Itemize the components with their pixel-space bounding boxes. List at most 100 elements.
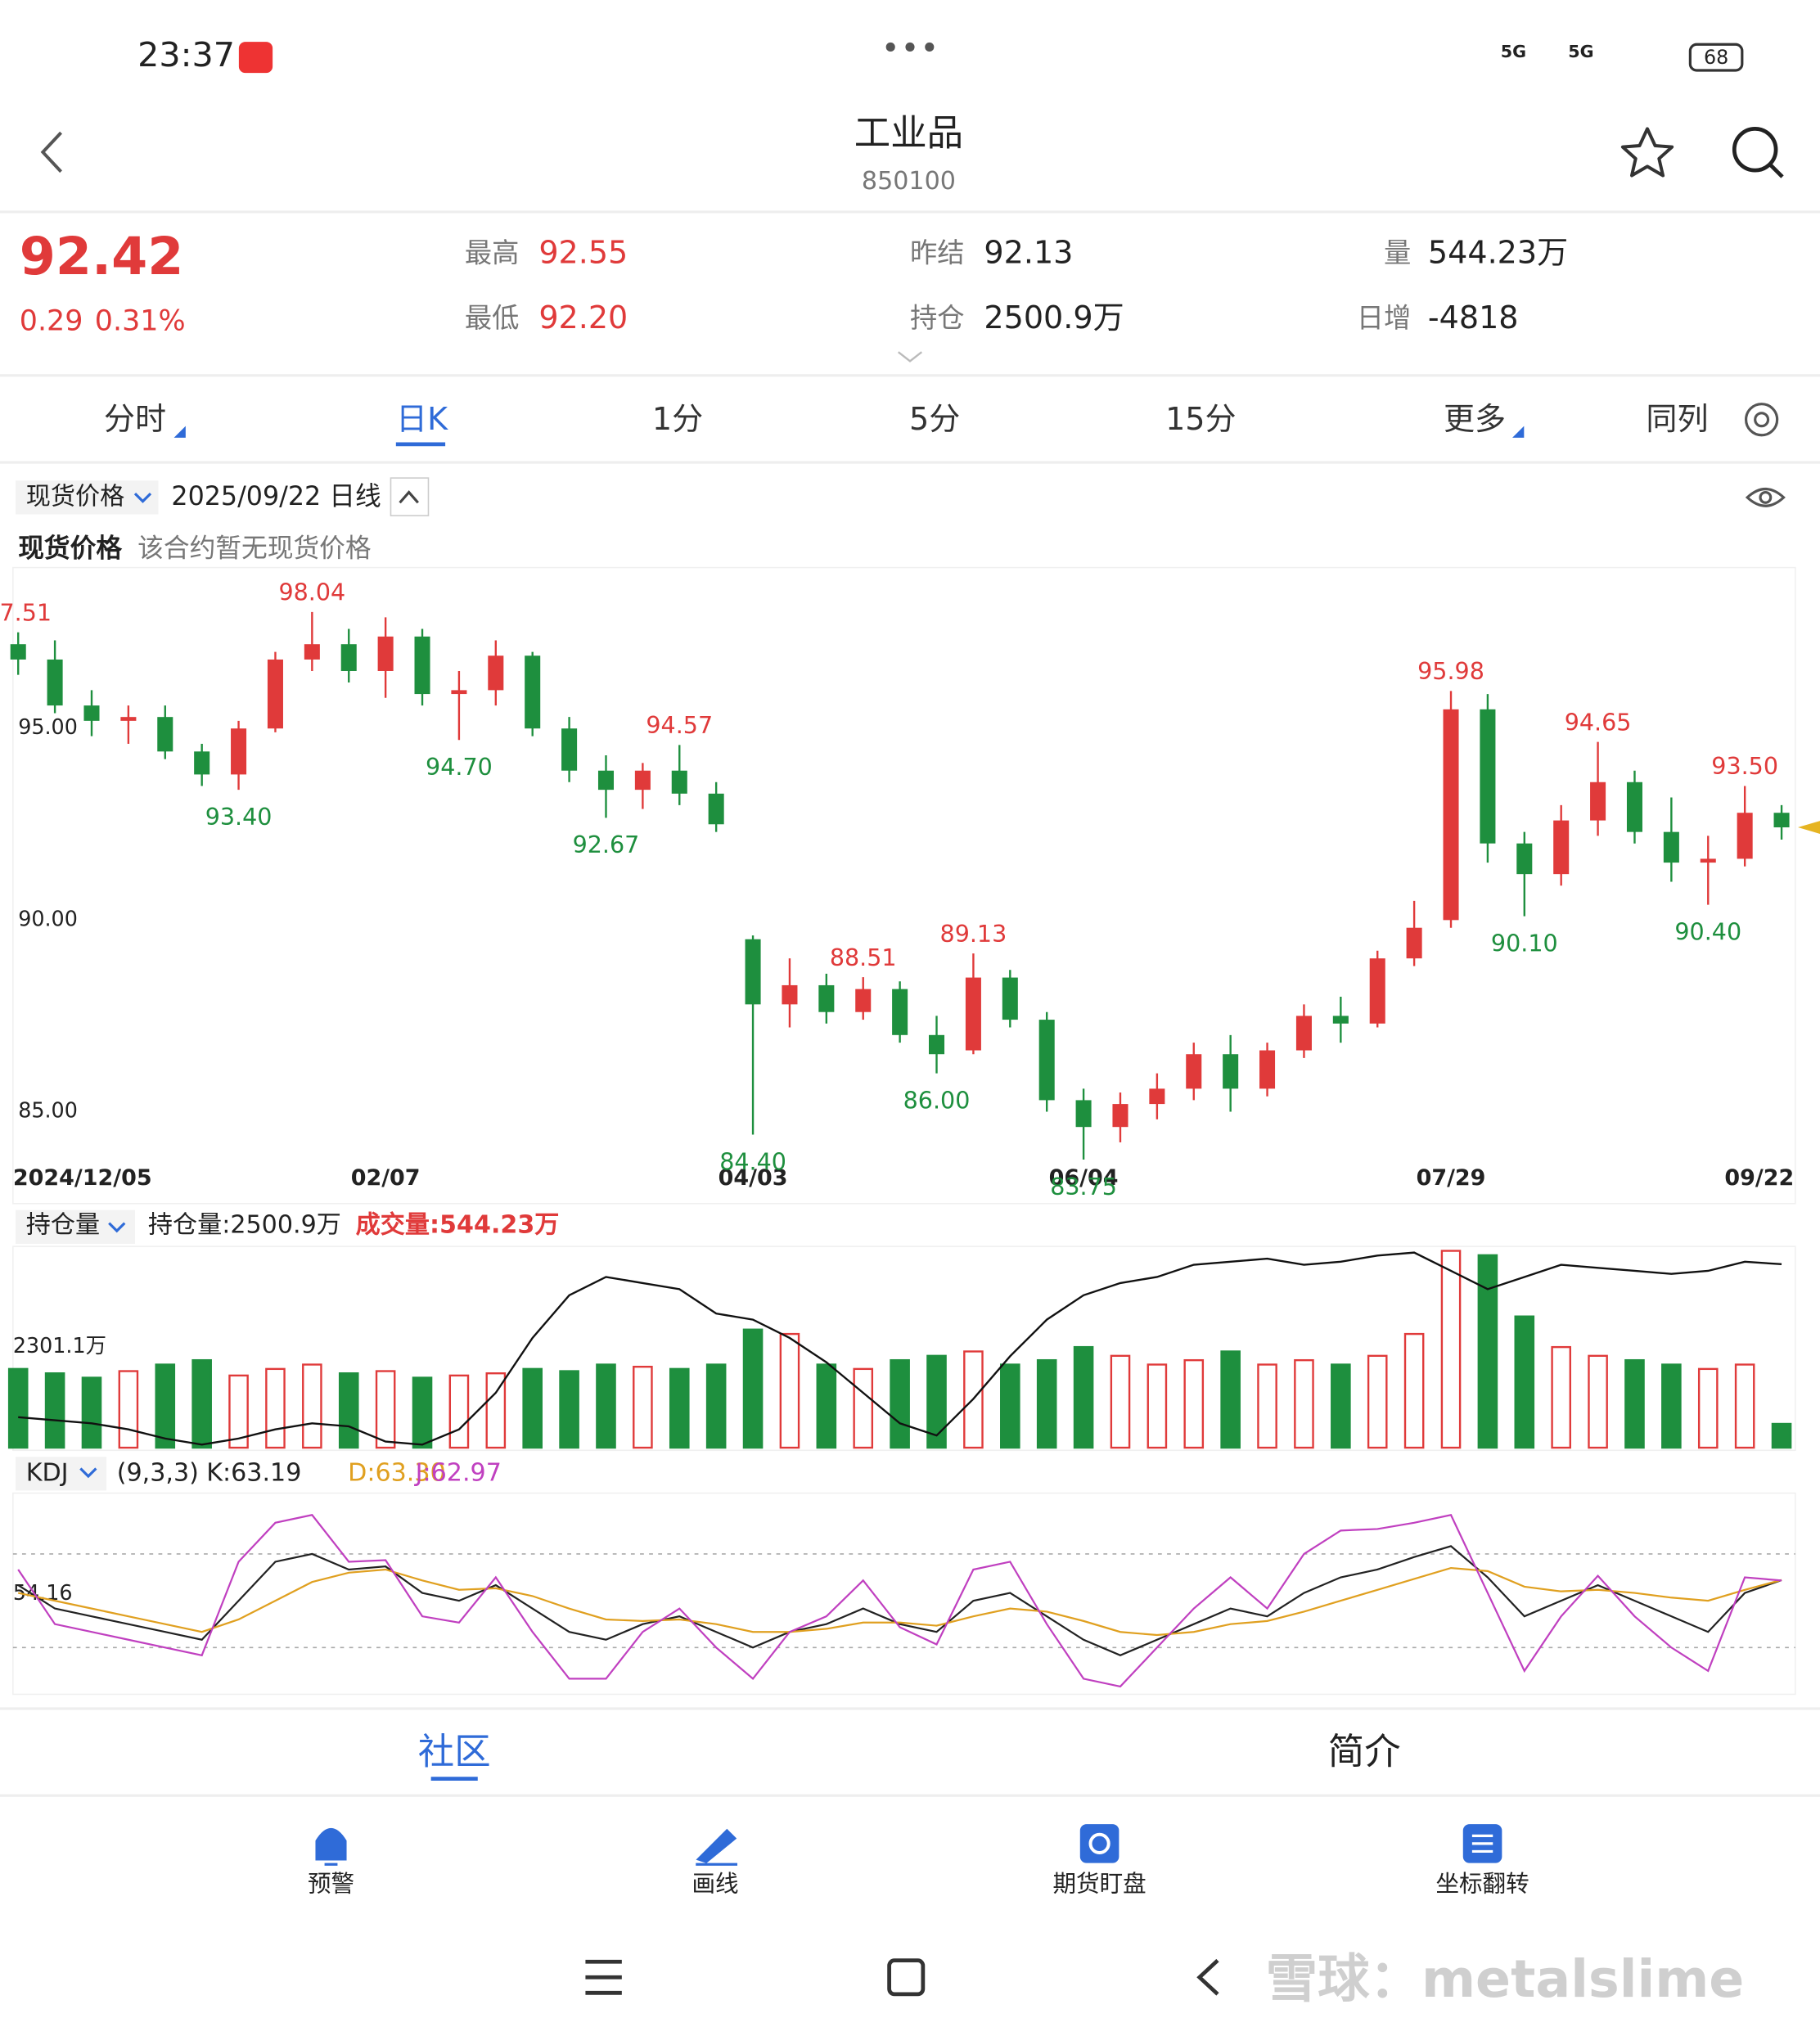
volume-bar xyxy=(1073,1345,1094,1449)
candle-body xyxy=(1038,1020,1055,1101)
tab-caret xyxy=(173,426,186,438)
expand-arrow[interactable] xyxy=(897,351,923,363)
spot-text: 该合约暂无现货价格 xyxy=(137,534,371,563)
selector-box[interactable] xyxy=(16,1209,135,1245)
back-button[interactable] xyxy=(40,131,63,173)
volume-bar xyxy=(816,1363,837,1449)
period-tab[interactable]: 分时 xyxy=(104,401,166,437)
dropdown-caret xyxy=(133,493,152,503)
battery xyxy=(1688,43,1744,72)
x-tick-label: 2024/12/05 xyxy=(13,1165,152,1191)
dropdown-caret xyxy=(108,1222,126,1233)
x-tick-label: 06/04 xyxy=(1049,1165,1119,1191)
period-tab[interactable]: 15分 xyxy=(1165,401,1237,437)
volume-bar xyxy=(1367,1354,1388,1449)
volume-bar xyxy=(779,1332,800,1449)
candle-body xyxy=(1516,843,1533,875)
eye-button[interactable] xyxy=(1745,488,1786,507)
action-label[interactable]: 期货盯盘 xyxy=(1053,1870,1147,1898)
period-tab[interactable]: 5分 xyxy=(909,401,960,437)
volume-bar xyxy=(1000,1363,1020,1449)
candle-body xyxy=(194,751,210,775)
high-label: 94.65 xyxy=(1565,708,1632,736)
y-tick-label: 85.00 xyxy=(18,1097,78,1122)
period-tab[interactable]: 更多 xyxy=(1444,401,1506,437)
volume-bar xyxy=(1624,1358,1645,1449)
candle-body xyxy=(634,770,651,791)
panel-title[interactable]: KDJ xyxy=(26,1458,69,1487)
volume-bar xyxy=(81,1376,102,1449)
low-label: 93.40 xyxy=(205,803,273,831)
low-label: 90.10 xyxy=(1491,930,1558,957)
kdj-line xyxy=(17,1566,1782,1637)
volume-bar xyxy=(1440,1250,1462,1449)
quote-field: -4818 xyxy=(1428,300,1519,336)
action-label[interactable]: 坐标翻转 xyxy=(1435,1870,1529,1898)
candle-body xyxy=(1737,813,1753,859)
high-label: 98.04 xyxy=(278,579,345,606)
volume-bar xyxy=(1403,1332,1425,1449)
draw-icon[interactable] xyxy=(696,1828,738,1866)
volume-bar xyxy=(742,1328,764,1449)
period-tab[interactable]: 日K xyxy=(396,401,448,437)
watch-icon[interactable] xyxy=(1079,1824,1119,1863)
status-time: 23:37 xyxy=(137,35,235,74)
panel-title[interactable]: 持仓量 xyxy=(26,1210,100,1239)
candle-body xyxy=(708,793,724,825)
action-label[interactable]: 预警 xyxy=(308,1870,354,1898)
nav-menu[interactable] xyxy=(585,1959,622,1995)
high-label: 93.50 xyxy=(1711,752,1778,780)
quote-field: 最低 xyxy=(465,302,520,334)
quote-field: 最高 xyxy=(465,237,520,269)
period-tab[interactable]: 同列 xyxy=(1646,401,1708,437)
collapse-button[interactable] xyxy=(390,477,430,516)
x-tick-label: 02/07 xyxy=(351,1165,421,1191)
bottom-tab[interactable]: 简介 xyxy=(1328,1731,1401,1772)
volume-frame xyxy=(12,1245,1796,1452)
volume-bar xyxy=(118,1370,139,1449)
low-label: 92.67 xyxy=(573,831,640,858)
price-change-pct: 0.31% xyxy=(95,305,186,338)
y-tick-label: 95.00 xyxy=(18,714,78,739)
volume-bar xyxy=(522,1367,543,1449)
search-button[interactable] xyxy=(1732,127,1784,178)
candle-body xyxy=(671,770,687,794)
x-tick-label: 07/29 xyxy=(1417,1165,1486,1191)
candle-body xyxy=(10,644,26,660)
candle-body xyxy=(561,728,578,771)
action-label[interactable]: 画线 xyxy=(692,1870,739,1898)
nav-back[interactable] xyxy=(1196,1958,1219,1996)
volume-bar xyxy=(1110,1354,1131,1449)
candle-body xyxy=(525,655,541,729)
candle-body xyxy=(414,636,430,695)
bottom-tab[interactable]: 社区 xyxy=(418,1731,491,1772)
nav-home[interactable] xyxy=(887,1958,926,1997)
volume-bar xyxy=(1734,1363,1755,1449)
watermark: 雪球：metalslime xyxy=(1266,1948,1745,2009)
volume-bar xyxy=(669,1367,690,1449)
settings-button[interactable] xyxy=(1744,403,1779,437)
volume-bar xyxy=(1183,1358,1205,1449)
volume-bar xyxy=(1036,1358,1057,1449)
candle-body xyxy=(83,705,100,721)
volume-bar xyxy=(338,1372,359,1449)
candle-body xyxy=(157,717,173,752)
volume-bar xyxy=(155,1363,176,1449)
high-label: 88.51 xyxy=(830,944,897,971)
battery-level: 68 xyxy=(1704,46,1728,69)
high-label: 89.13 xyxy=(940,920,1007,948)
candle-body xyxy=(782,984,798,1005)
candle-body xyxy=(745,939,761,1005)
candle-body xyxy=(47,659,63,706)
period-tab[interactable]: 1分 xyxy=(652,401,703,437)
volume-bar xyxy=(265,1367,286,1449)
alert-icon[interactable] xyxy=(315,1827,347,1866)
volume-bar xyxy=(228,1374,249,1449)
star-button[interactable] xyxy=(1620,127,1674,178)
selector-box[interactable] xyxy=(16,480,159,515)
quote-field: 持仓 xyxy=(910,302,965,334)
more-dots xyxy=(885,42,935,52)
volume-bar xyxy=(44,1372,65,1449)
candle-body xyxy=(1002,977,1018,1020)
